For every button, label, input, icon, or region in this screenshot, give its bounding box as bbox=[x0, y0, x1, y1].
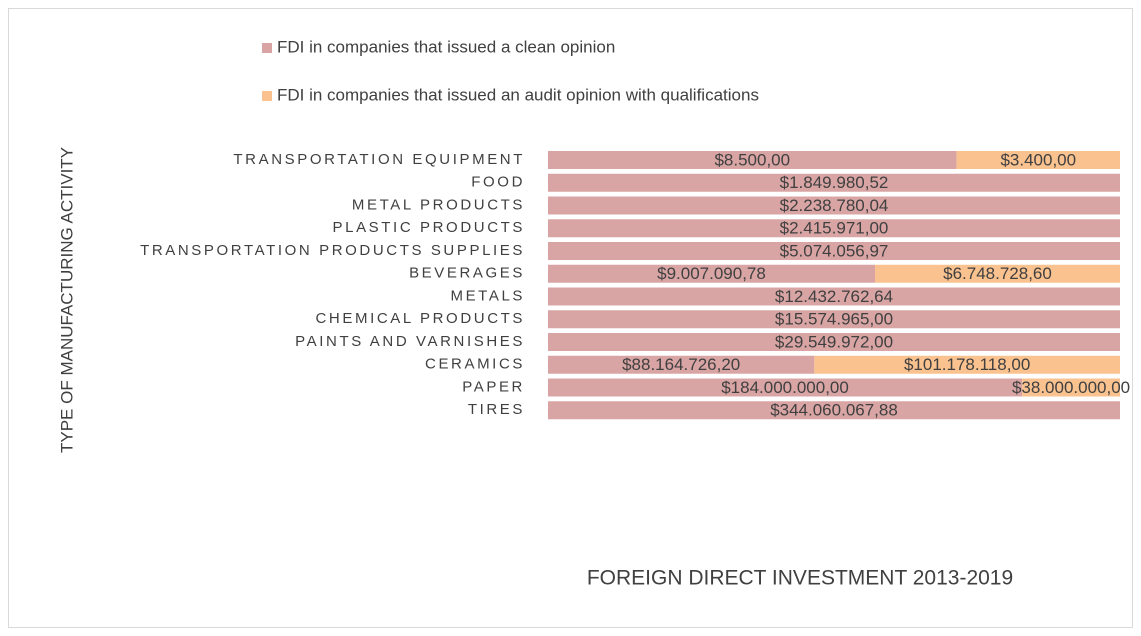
y-tick-label: TRANSPORTATION PRODUCTS SUPPLIES bbox=[140, 242, 525, 259]
bar-segment bbox=[548, 219, 1120, 238]
value-label: $2.415.971,00 bbox=[780, 219, 889, 238]
value-label: $5.074.056,97 bbox=[780, 241, 889, 260]
legend-swatch bbox=[262, 43, 272, 53]
bar-segment bbox=[548, 310, 1120, 329]
y-tick-label: PAINTS AND VARNISHES bbox=[295, 333, 525, 350]
value-label: $2.238.780,04 bbox=[780, 196, 889, 215]
bar-segment bbox=[1022, 378, 1120, 397]
bar-segment bbox=[548, 333, 1120, 351]
value-label: $29.549.972,00 bbox=[775, 332, 893, 351]
value-label: $184.000.000,00 bbox=[721, 378, 849, 397]
bar-segment bbox=[548, 378, 1023, 397]
bar-segment bbox=[874, 264, 1120, 283]
y-tick-label: METALS bbox=[450, 287, 525, 304]
value-label: $8.500,00 bbox=[714, 150, 790, 169]
value-label: $101.178.118,00 bbox=[904, 355, 1030, 374]
bar-segment bbox=[548, 355, 815, 374]
bar-segment bbox=[548, 151, 957, 169]
bar-segment bbox=[814, 355, 1120, 374]
bar-segment bbox=[548, 287, 1120, 306]
legend-swatch bbox=[262, 91, 272, 101]
y-tick-label: CHEMICAL PRODUCTS bbox=[316, 310, 526, 327]
bar-segment bbox=[548, 173, 1120, 192]
value-label: $38.000.000,00 bbox=[1012, 378, 1130, 397]
bar-segment bbox=[548, 264, 875, 283]
value-label: $1.849.980,52 bbox=[780, 173, 889, 192]
bar-segment bbox=[548, 196, 1120, 215]
y-tick-label: CERAMICS bbox=[425, 356, 525, 373]
y-axis-title: TYPE OF MANUFACTURING ACTIVITY bbox=[57, 147, 76, 453]
bar-segment bbox=[956, 151, 1120, 169]
value-label: $3.400,00 bbox=[1000, 150, 1076, 169]
x-axis-title: FOREIGN DIRECT INVESTMENT 2013-2019 bbox=[587, 567, 1013, 590]
value-label: $344.060.067,88 bbox=[770, 401, 898, 420]
y-tick-label: METAL PRODUCTS bbox=[352, 196, 525, 213]
value-label: $6.748.728,60 bbox=[943, 264, 1052, 283]
legend-label: FDI in companies that issued a clean opi… bbox=[277, 37, 615, 56]
y-tick-label: PLASTIC PRODUCTS bbox=[333, 219, 525, 236]
value-label: $12.432.762,64 bbox=[775, 287, 893, 306]
bar-segment bbox=[548, 242, 1120, 260]
value-label: $15.574.965,00 bbox=[775, 310, 893, 329]
y-tick-label: PAPER bbox=[462, 378, 525, 395]
y-tick-label: FOOD bbox=[471, 174, 525, 191]
y-tick-label: TRANSPORTATION EQUIPMENT bbox=[233, 151, 525, 168]
value-label: $9.007.090,78 bbox=[657, 264, 766, 283]
y-tick-label: BEVERAGES bbox=[409, 265, 525, 282]
chart-border bbox=[8, 8, 1133, 628]
legend-label: FDI in companies that issued an audit op… bbox=[277, 85, 759, 104]
bar-segment bbox=[548, 401, 1120, 420]
y-tick-label: TIRES bbox=[468, 401, 525, 418]
value-label: $88.164.726,20 bbox=[622, 355, 740, 374]
